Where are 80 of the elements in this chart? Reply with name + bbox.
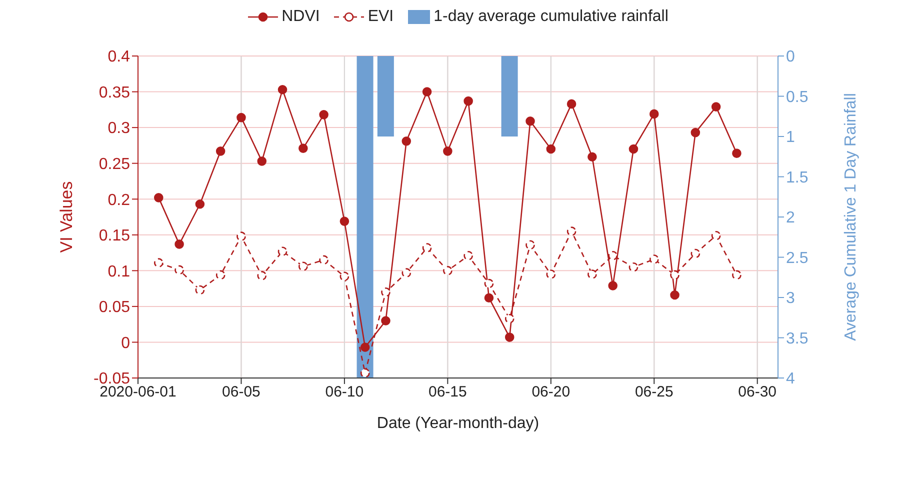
y2-tick-label: 0.5 bbox=[786, 88, 808, 106]
point bbox=[257, 156, 267, 166]
x-tick-label: 06-25 bbox=[634, 384, 674, 401]
point bbox=[257, 271, 267, 280]
y2-tick-label: 4 bbox=[786, 370, 795, 388]
point bbox=[484, 293, 494, 303]
y2-tick-label: 2.5 bbox=[786, 250, 808, 267]
point bbox=[526, 116, 535, 126]
point bbox=[360, 342, 370, 352]
legend-label: 1-day average cumulative rainfall bbox=[432, 8, 668, 26]
y-tick-label: 0 bbox=[121, 334, 130, 352]
y2-axis-title: Average Cumulative 1 Day Rainfall bbox=[842, 93, 860, 341]
point bbox=[422, 87, 432, 96]
y-tick-label: 0.05 bbox=[98, 299, 130, 316]
x-tick-label: 06-05 bbox=[222, 384, 260, 401]
y-tick-label: 0.15 bbox=[98, 228, 130, 245]
point bbox=[566, 226, 576, 236]
point bbox=[670, 270, 680, 280]
point bbox=[484, 278, 494, 288]
point bbox=[340, 272, 350, 282]
point bbox=[526, 240, 535, 250]
x-tick-label: 06-10 bbox=[325, 384, 364, 401]
point bbox=[402, 136, 412, 146]
point bbox=[236, 232, 246, 241]
y2-tick-label: 1.5 bbox=[786, 169, 808, 186]
point bbox=[690, 128, 700, 138]
y2-tick-label: 3 bbox=[786, 290, 795, 308]
y2-tick-label: 1 bbox=[786, 129, 795, 146]
point bbox=[546, 270, 556, 279]
point bbox=[504, 332, 514, 342]
point bbox=[711, 230, 721, 240]
point bbox=[628, 144, 638, 154]
point bbox=[360, 368, 370, 378]
point bbox=[464, 250, 473, 260]
y-tick-label: 0.35 bbox=[98, 84, 130, 102]
point bbox=[381, 316, 390, 326]
point bbox=[402, 268, 412, 278]
y-tick-label: 0.4 bbox=[108, 48, 130, 66]
y-tick-label: 0.2 bbox=[108, 192, 130, 209]
legend-label: NDVI bbox=[280, 8, 320, 26]
x-tick-label: 06-20 bbox=[532, 384, 570, 401]
y-tick-label: 0.1 bbox=[108, 263, 130, 280]
point bbox=[216, 270, 226, 280]
point bbox=[649, 109, 659, 119]
x-tick-label: 06-15 bbox=[428, 384, 467, 401]
point bbox=[443, 266, 452, 276]
point bbox=[195, 199, 205, 209]
point bbox=[319, 110, 328, 120]
point bbox=[566, 99, 576, 109]
point bbox=[174, 265, 184, 275]
y2-tick-label: 0 bbox=[786, 48, 795, 66]
point bbox=[464, 96, 473, 106]
point bbox=[711, 102, 721, 112]
point bbox=[628, 262, 638, 272]
y-axis-title: VI Values bbox=[57, 181, 76, 253]
point bbox=[216, 146, 226, 156]
legend-label: EVI bbox=[366, 8, 394, 26]
y-tick-label: 0.25 bbox=[98, 156, 130, 174]
point bbox=[340, 216, 350, 226]
x-axis-title: Date (Year-month-day) bbox=[376, 415, 540, 432]
y2-tick-label: 2 bbox=[786, 210, 795, 227]
point bbox=[298, 144, 308, 153]
point bbox=[732, 148, 742, 158]
point bbox=[608, 281, 618, 290]
point bbox=[298, 262, 308, 272]
x-tick-label: 06-30 bbox=[738, 384, 777, 401]
point bbox=[546, 144, 556, 154]
point bbox=[504, 314, 514, 324]
x-tick-label: 2020-06-01 bbox=[100, 384, 176, 401]
point bbox=[278, 84, 288, 94]
point bbox=[588, 152, 597, 162]
point bbox=[236, 112, 246, 122]
point bbox=[381, 287, 390, 297]
y2-tick-label: 3.5 bbox=[786, 330, 808, 348]
point bbox=[670, 290, 680, 300]
point bbox=[649, 254, 659, 264]
point bbox=[154, 193, 164, 202]
y-tick-label: 0.3 bbox=[108, 120, 130, 138]
point bbox=[174, 240, 184, 249]
point bbox=[443, 146, 452, 156]
